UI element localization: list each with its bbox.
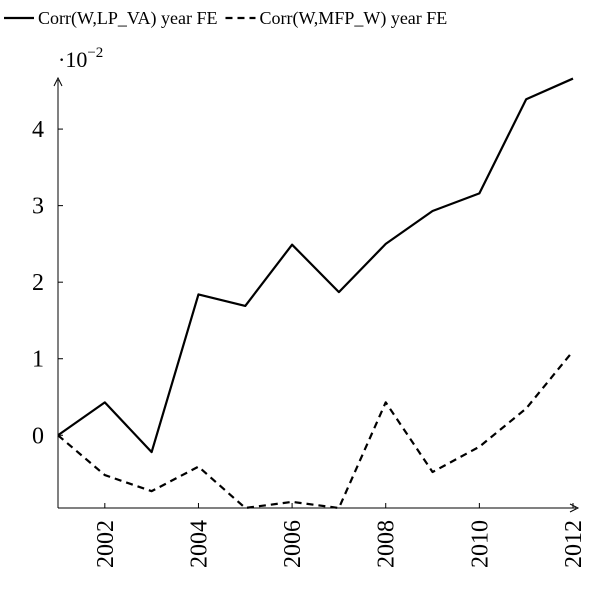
y-tick-label: 1 bbox=[32, 347, 44, 373]
legend-item: Corr(W,MFP_W) year FE bbox=[225, 8, 447, 29]
x-tick-label: 2004 bbox=[186, 520, 212, 568]
y-scale-exponent: −2 bbox=[87, 45, 103, 61]
y-axis-arrow bbox=[53, 76, 63, 87]
x-tick-label: 2012 bbox=[561, 520, 587, 568]
x-tick-label: 2008 bbox=[374, 520, 400, 568]
y-scale-base: ·10 bbox=[58, 47, 87, 72]
x-tick-label: 2006 bbox=[280, 520, 306, 568]
data-line bbox=[57, 350, 574, 510]
legend-label: Corr(W,LP_VA) year FE bbox=[38, 8, 217, 29]
y-tick-label: 4 bbox=[32, 117, 44, 143]
x-tick-label: 2010 bbox=[467, 520, 493, 568]
y-scale-label: ·10−2 bbox=[58, 45, 103, 72]
legend-label: Corr(W,MFP_W) year FE bbox=[259, 8, 447, 29]
data-line bbox=[57, 77, 574, 454]
y-tick-label: 3 bbox=[32, 194, 44, 220]
y-tick-label: 2 bbox=[32, 270, 44, 296]
legend-item: Corr(W,LP_VA) year FE bbox=[4, 8, 217, 29]
x-tick-label: 2002 bbox=[93, 520, 119, 568]
y-tick-label: 0 bbox=[32, 423, 44, 449]
